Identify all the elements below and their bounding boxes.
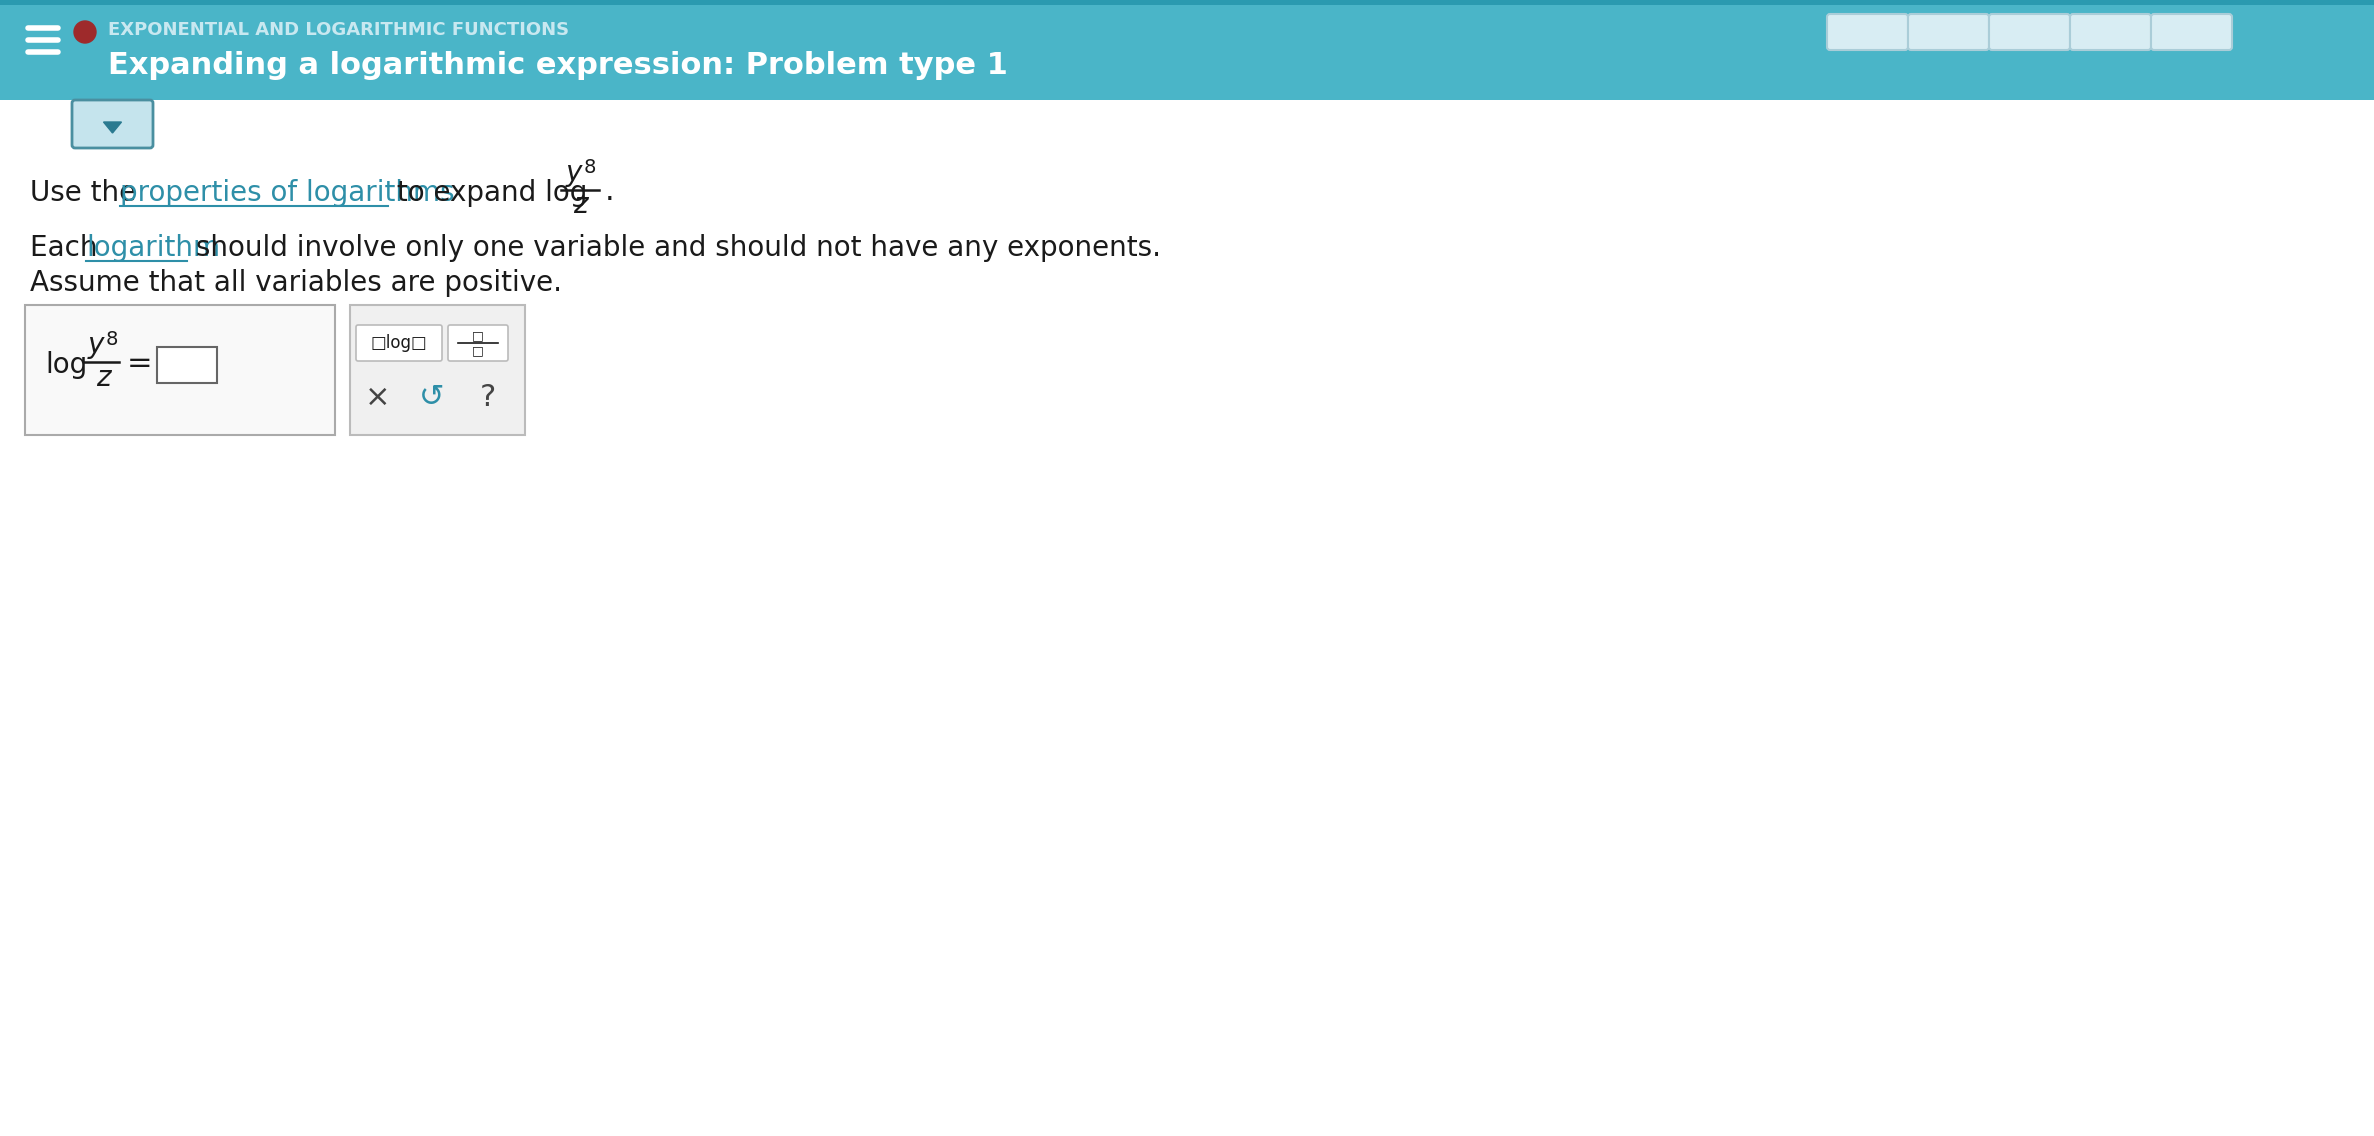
Text: EXPONENTIAL AND LOGARITHMIC FUNCTIONS: EXPONENTIAL AND LOGARITHMIC FUNCTIONS	[107, 20, 570, 39]
Bar	[0, 0, 2374, 100]
Text: $8$: $8$	[104, 329, 119, 349]
Text: $z$: $z$	[572, 191, 591, 219]
FancyBboxPatch shape	[1989, 14, 2070, 50]
FancyBboxPatch shape	[1909, 14, 1989, 50]
Text: properties of logarithms: properties of logarithms	[119, 179, 453, 207]
Bar	[26, 304, 335, 435]
Text: =: =	[126, 349, 152, 377]
Text: logarithm: logarithm	[85, 234, 221, 262]
Text: ×: ×	[366, 383, 392, 411]
Text: Each: Each	[31, 234, 107, 262]
Text: $y$: $y$	[565, 161, 584, 189]
Bar	[0, 0, 2374, 5]
Text: ?: ?	[480, 383, 496, 411]
Circle shape	[74, 20, 95, 43]
Text: should involve only one variable and should not have any exponents.: should involve only one variable and sho…	[188, 234, 1161, 262]
Text: log: log	[45, 351, 88, 379]
Text: □: □	[472, 329, 484, 342]
FancyBboxPatch shape	[449, 325, 508, 361]
Text: ↺: ↺	[420, 383, 444, 411]
Text: $z$: $z$	[95, 364, 114, 392]
Text: $y$: $y$	[88, 333, 107, 361]
Text: $8$: $8$	[584, 158, 596, 176]
Text: Expanding a logarithmic expression: Problem type 1: Expanding a logarithmic expression: Prob…	[107, 50, 1009, 80]
Text: □: □	[472, 344, 484, 358]
FancyBboxPatch shape	[356, 325, 442, 361]
Bar	[349, 304, 525, 435]
FancyBboxPatch shape	[71, 100, 152, 148]
FancyBboxPatch shape	[1828, 14, 1909, 50]
Text: Use the: Use the	[31, 179, 145, 207]
Bar	[157, 346, 216, 383]
Polygon shape	[104, 122, 121, 133]
FancyBboxPatch shape	[2070, 14, 2151, 50]
Text: .: .	[605, 176, 615, 206]
Text: □log□: □log□	[370, 334, 427, 352]
Text: to expand log: to expand log	[389, 179, 589, 207]
Text: Assume that all variables are positive.: Assume that all variables are positive.	[31, 269, 563, 296]
FancyBboxPatch shape	[2151, 14, 2232, 50]
